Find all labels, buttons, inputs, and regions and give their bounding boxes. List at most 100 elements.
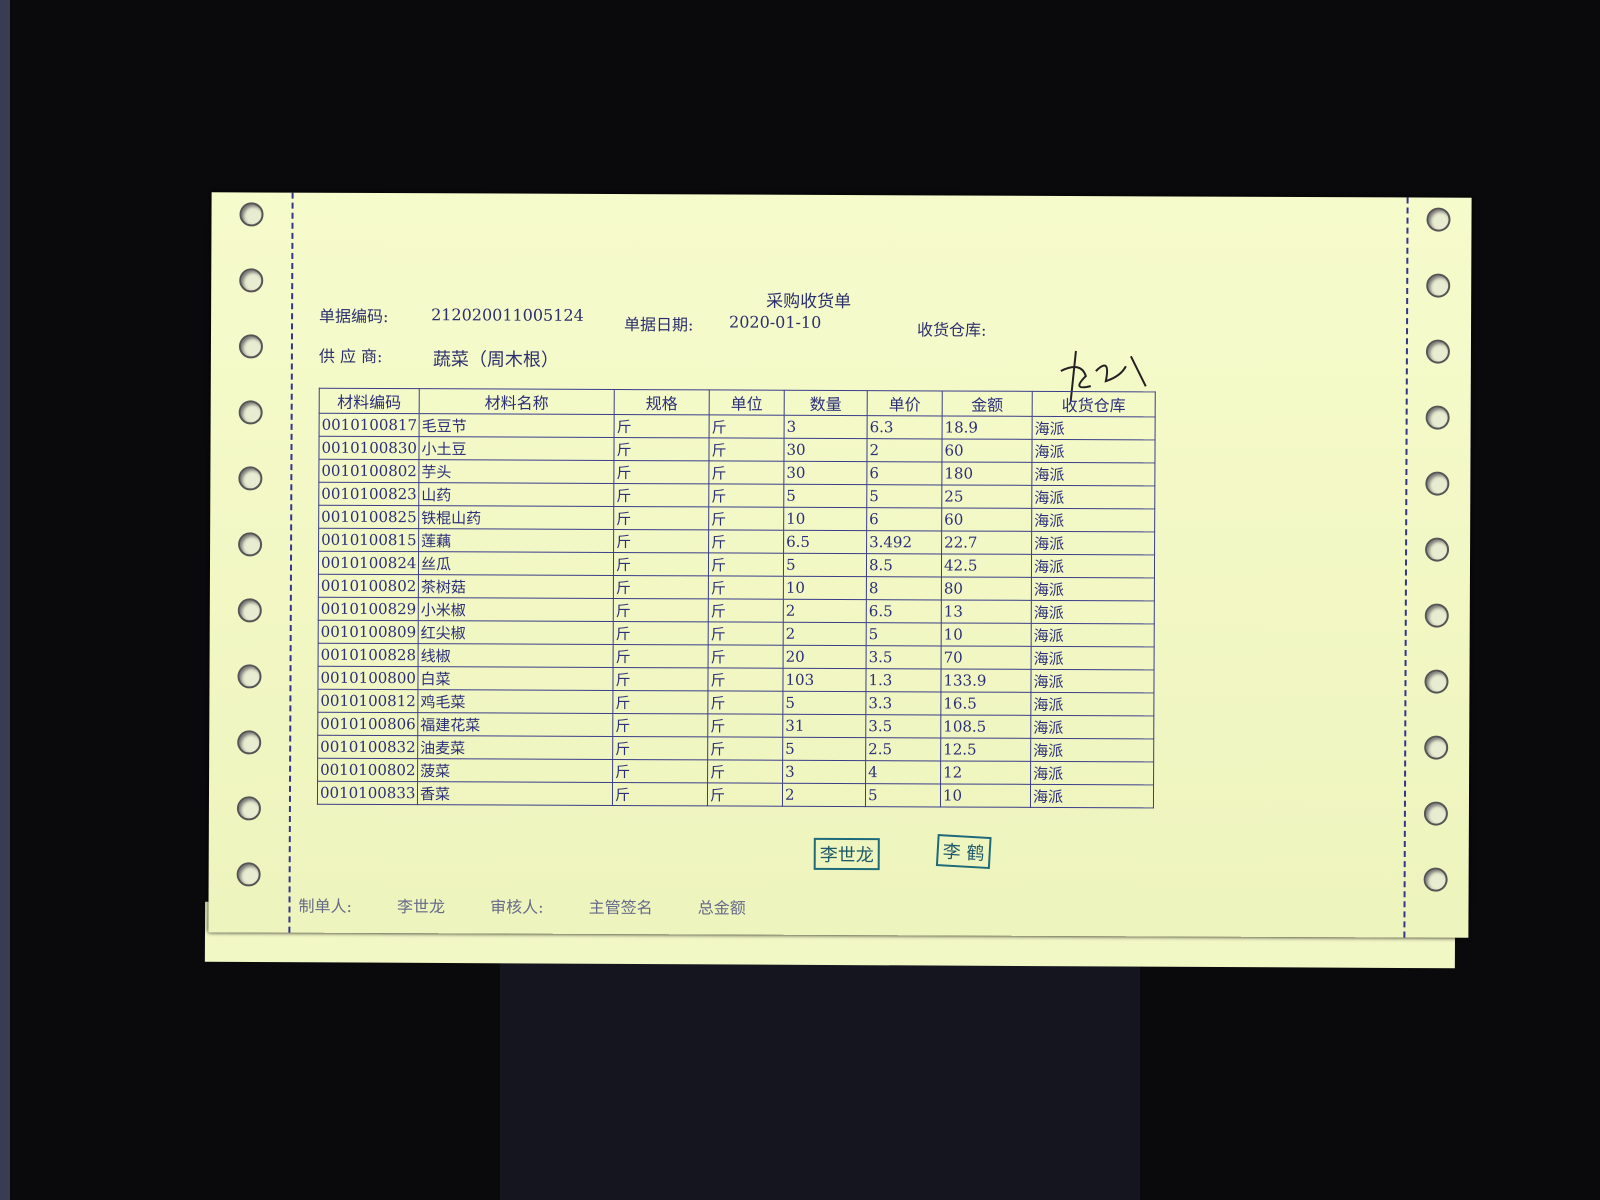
table-cell: 斤 xyxy=(614,414,710,438)
column-header: 规格 xyxy=(614,389,710,415)
table-cell: 斤 xyxy=(613,552,709,576)
table-cell: 4 xyxy=(865,760,941,784)
sprocket-hole xyxy=(237,664,262,689)
stamp-receiver: 李 鹤 xyxy=(935,834,992,870)
table-cell: 5 xyxy=(865,783,941,807)
sprocket-hole xyxy=(1425,405,1450,430)
supplier-label: 供 应 商: xyxy=(318,346,383,367)
doc-no-label: 单据编码: xyxy=(319,306,389,327)
table-cell: 海派 xyxy=(1031,623,1155,647)
table-cell: 80 xyxy=(941,576,1032,601)
table-cell: 16.5 xyxy=(940,691,1031,716)
table-cell: 0010100806 xyxy=(317,712,418,736)
column-header: 材料编码 xyxy=(319,388,420,414)
table-cell: 22.7 xyxy=(941,530,1032,555)
perforation-right xyxy=(1403,197,1409,938)
table-cell: 菠菜 xyxy=(417,758,613,783)
table-cell: 133.9 xyxy=(940,668,1032,693)
table-cell: 2 xyxy=(783,599,867,623)
sprocket-hole xyxy=(1426,273,1451,298)
table-cell: 0010100828 xyxy=(318,643,419,667)
table-cell: 0010100809 xyxy=(318,620,419,644)
table-cell: 12 xyxy=(940,760,1031,785)
table-cell: 斤 xyxy=(613,644,709,668)
sprocket-hole xyxy=(1423,867,1448,892)
sprocket-hole xyxy=(1426,207,1451,232)
table-cell: 铁棍山药 xyxy=(418,505,614,530)
table-cell: 茶树菇 xyxy=(418,574,614,599)
table-cell: 斤 xyxy=(612,736,708,760)
table-cell: 10 xyxy=(783,507,867,531)
table-cell: 油麦菜 xyxy=(417,735,613,760)
table-cell: 斤 xyxy=(612,759,708,783)
table-cell: 6.3 xyxy=(867,415,943,439)
column-header: 数量 xyxy=(784,390,868,416)
table-cell: 42.5 xyxy=(941,553,1032,578)
table-cell: 斤 xyxy=(708,460,784,485)
table-cell: 2 xyxy=(783,622,867,646)
table-cell: 1.3 xyxy=(865,668,942,692)
table-cell: 斤 xyxy=(708,529,784,554)
sprocket-hole xyxy=(239,268,264,293)
table-cell: 斤 xyxy=(613,575,709,599)
table-cell: 鸡毛菜 xyxy=(417,689,613,714)
table-cell: 0010100825 xyxy=(318,505,419,529)
sprocket-hole xyxy=(238,400,263,425)
table-cell: 斤 xyxy=(708,644,784,669)
sprocket-hole xyxy=(239,202,264,227)
table-cell: 斤 xyxy=(707,759,783,784)
table-cell: 海派 xyxy=(1031,508,1155,532)
column-header: 收货仓库 xyxy=(1032,391,1156,417)
table-cell: 斤 xyxy=(613,506,709,530)
table-cell: 3.5 xyxy=(866,645,942,669)
table-cell: 5 xyxy=(782,691,866,715)
maker-label: 制单人: xyxy=(298,896,352,916)
table-cell: 0010100802 xyxy=(318,574,419,598)
table-row: 0010100833 香菜斤斤 2 5 10 海派 xyxy=(317,781,1154,808)
table-cell: 斤 xyxy=(613,460,709,484)
table-cell: 0010100800 xyxy=(317,666,419,690)
table-cell: 海派 xyxy=(1031,462,1155,486)
table-cell: 180 xyxy=(941,461,1032,486)
table-cell: 斤 xyxy=(612,667,709,691)
table-cell: 20 xyxy=(783,645,867,669)
table-cell: 海派 xyxy=(1030,738,1154,762)
table-cell: 0010100829 xyxy=(318,597,419,621)
sprocket-hole xyxy=(236,862,261,887)
table-cell: 0010100815 xyxy=(318,528,419,552)
manager-label: 主管签名 xyxy=(588,897,653,918)
sprocket-hole xyxy=(1424,669,1449,694)
table-cell: 10 xyxy=(783,576,867,600)
sprocket-hole xyxy=(238,466,263,491)
table-cell: 12.5 xyxy=(940,737,1031,762)
date: 2020-01-10 xyxy=(729,312,822,332)
column-header: 材料名称 xyxy=(419,388,615,415)
table-cell: 0010100832 xyxy=(317,735,418,759)
table-cell: 6 xyxy=(866,461,942,485)
table-cell: 斤 xyxy=(708,598,784,623)
table-cell: 海派 xyxy=(1030,692,1154,716)
table-cell: 斤 xyxy=(707,782,783,807)
table-cell: 山药 xyxy=(418,482,614,507)
table-cell: 福建花菜 xyxy=(417,712,613,737)
sprocket-hole xyxy=(237,730,262,755)
perforation-left xyxy=(288,192,294,933)
sprocket-hole xyxy=(238,334,264,359)
table-cell: 5 xyxy=(866,484,942,508)
table-cell: 斤 xyxy=(613,437,710,461)
table-cell: 13 xyxy=(941,599,1032,624)
table-cell: 3 xyxy=(784,415,868,439)
table-cell: 6.5 xyxy=(866,599,942,623)
table-cell: 3 xyxy=(782,760,866,784)
table-cell: 0010100833 xyxy=(317,781,418,805)
maker: 李世龙 xyxy=(396,897,446,917)
table-cell: 线椒 xyxy=(418,643,614,668)
table-cell: 海派 xyxy=(1031,531,1155,555)
date-label: 单据日期: xyxy=(624,315,694,335)
column-header: 金额 xyxy=(942,390,1033,417)
table-cell: 斤 xyxy=(708,621,784,646)
total-label: 总金额 xyxy=(697,898,746,918)
table-cell: 小米椒 xyxy=(418,597,614,622)
sprocket-hole xyxy=(1425,339,1450,364)
table-cell: 3.3 xyxy=(865,691,941,715)
